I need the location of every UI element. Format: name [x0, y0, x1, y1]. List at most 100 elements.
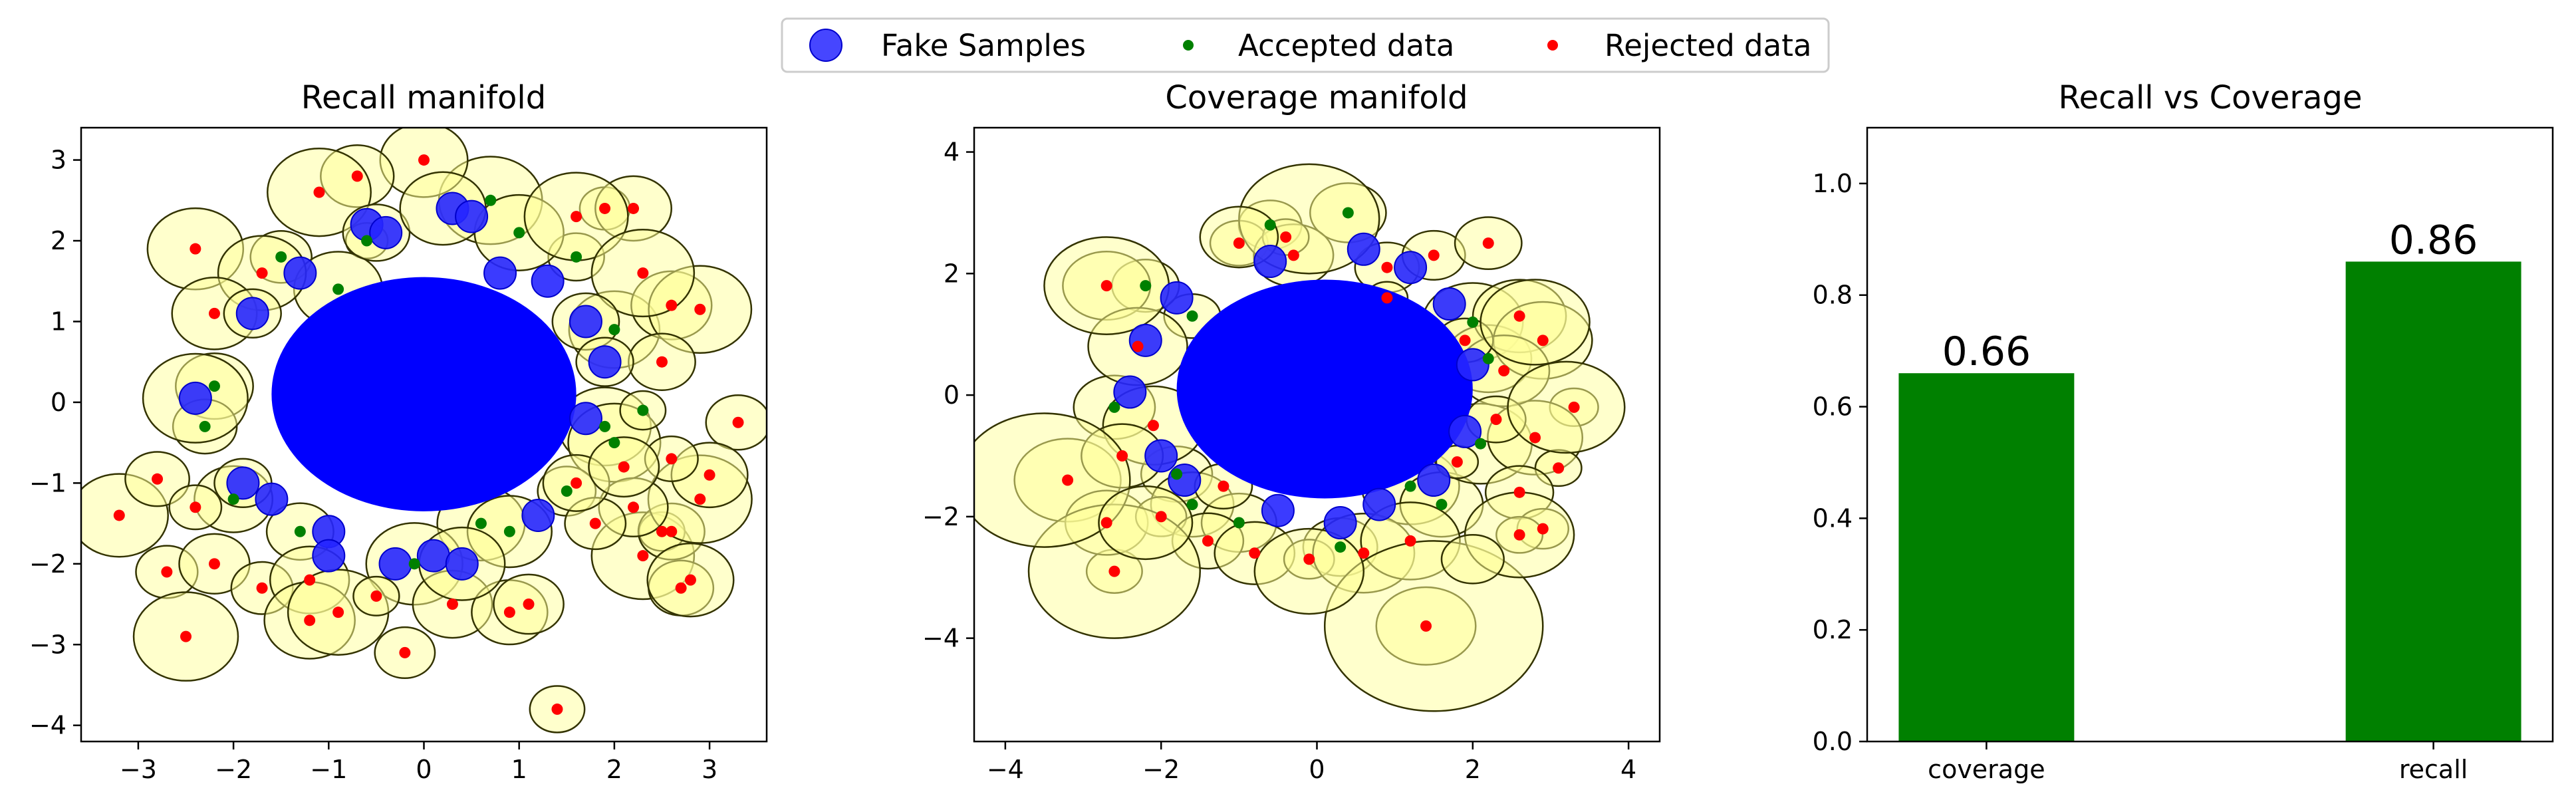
fake-sample-point: [1448, 414, 1482, 448]
fake-sample-point: [1168, 464, 1202, 497]
rejected-point: [161, 566, 173, 578]
fake-sample-point: [455, 200, 489, 233]
rejected-point: [1062, 474, 1074, 486]
rejected-point: [599, 202, 611, 214]
y-tick-label: 0.0: [1813, 727, 1853, 756]
x-tick-label: 4: [1620, 755, 1636, 784]
manifold-ball: [1253, 527, 1365, 615]
manifold-balls: [974, 163, 1626, 712]
rejected-point: [1155, 511, 1167, 523]
rejected-point: [675, 582, 687, 594]
rejected-point: [1303, 553, 1315, 565]
rejected-point: [1202, 535, 1214, 547]
rejected-point: [180, 630, 192, 642]
fake-sample-point: [226, 466, 260, 500]
fake-sample-point: [1261, 493, 1295, 527]
rejected-point: [704, 469, 715, 481]
y-tick-label: −2: [29, 549, 66, 579]
coverage-manifold-plot: −4 −2 0 2 4 −4 −2 0 2 4: [922, 126, 1661, 784]
fake-sample-point: [569, 305, 602, 338]
y-tick-label: 4: [944, 138, 960, 167]
fake-sample-point: [588, 345, 622, 379]
coverage-manifold-title: Coverage manifold: [1165, 79, 1468, 116]
rejected-point: [190, 243, 201, 255]
rejected-point: [256, 582, 268, 594]
x-tick-label: coverage: [1928, 755, 2045, 784]
rejected-point: [1132, 340, 1144, 352]
rejected-point: [666, 299, 678, 311]
y-tick-label: 1: [51, 307, 66, 336]
x-tick-label: 0: [1309, 755, 1325, 784]
accepted-point: [608, 324, 620, 336]
fake-sample-point: [445, 547, 479, 581]
y-tick-label: 2: [944, 259, 960, 288]
rejected-point: [1218, 480, 1229, 492]
fake-sample-point: [1432, 287, 1466, 321]
x-tick-label: −4: [987, 755, 1024, 784]
manifold-ball: [1098, 485, 1194, 561]
rejected-point: [637, 267, 649, 279]
x-tick-label: −2: [215, 755, 252, 784]
rejected-point: [694, 303, 706, 315]
y-tick-label: −4: [922, 624, 960, 653]
rejected-point: [304, 574, 316, 586]
y-tick-label: 0.6: [1813, 392, 1853, 422]
recall-manifold-panel: Recall manifold −3 −2 −1 0 1 2 3 −4 −3 −2 −1 0 1 2 3: [29, 79, 768, 784]
legend-marker-fake-samples: [809, 29, 842, 62]
y-tick-label: 0.2: [1813, 615, 1853, 644]
rejected-point: [1100, 280, 1112, 292]
accepted-data: [199, 194, 649, 570]
fake-sample-point: [369, 215, 403, 249]
bar-coverage: [1898, 373, 2075, 741]
rejected-point: [1482, 237, 1494, 249]
rejected-point: [571, 211, 582, 223]
fake-sample-point: [483, 256, 517, 290]
fake-samples: [178, 192, 622, 581]
rejected-point: [551, 703, 563, 715]
y-tick-label: −3: [29, 630, 66, 659]
y-tick-label: 0.4: [1813, 503, 1853, 533]
manifold-ball: [1480, 279, 1591, 366]
accepted-point: [1436, 499, 1448, 511]
accepted-point: [1342, 207, 1354, 219]
rejected-point: [418, 154, 430, 166]
fake-samples-cloud: [271, 277, 577, 511]
accepted-point: [599, 420, 611, 432]
recall-manifold-plot: −3 −2 −1 0 1 2 3 −4 −3 −2 −1 0 1 2 3: [29, 126, 768, 784]
rejected-point: [589, 517, 601, 529]
rejected-point: [1381, 292, 1393, 304]
fake-sample-point: [1394, 251, 1428, 285]
bar-value-label: 0.86: [2389, 217, 2478, 263]
rejected-point: [190, 501, 201, 513]
legend-label-fake-samples: Fake Samples: [881, 28, 1086, 63]
rejected-point: [666, 453, 678, 465]
rejected-point: [1537, 335, 1549, 346]
x-tick-label: 1: [511, 755, 527, 784]
y-tick-label: 0: [51, 388, 66, 417]
legend-frame: [781, 17, 1830, 73]
fake-sample-point: [1323, 506, 1357, 540]
accepted-point: [408, 558, 420, 570]
rejected-point: [1381, 261, 1393, 273]
fake-sample-point: [378, 547, 412, 581]
rejected-point: [152, 473, 164, 485]
fake-sample-point: [521, 498, 555, 532]
accepted-point: [1482, 352, 1494, 364]
rejected-point: [1287, 249, 1299, 261]
legend-marker-accepted: [1183, 40, 1194, 51]
y-tick-label: 1.0: [1813, 169, 1853, 198]
rejected-point: [399, 646, 411, 658]
accepted-point: [199, 420, 211, 432]
recall-manifold-title: Recall manifold: [301, 79, 546, 116]
y-tick-label: 2: [51, 226, 66, 255]
rejected-point: [503, 606, 515, 618]
coverage-manifold-panel: Coverage manifold −4 −2 0 2 4 −4 −2 0 2 4: [922, 79, 1661, 784]
accepted-point: [1404, 480, 1416, 492]
accepted-point: [485, 194, 497, 206]
rejected-point: [666, 525, 678, 537]
y-tick-label: −2: [922, 502, 960, 531]
fake-sample-point: [1160, 281, 1194, 315]
manifold-ball: [1440, 534, 1505, 585]
fake-sample-point: [1128, 323, 1162, 357]
accepted-point: [1171, 468, 1183, 480]
